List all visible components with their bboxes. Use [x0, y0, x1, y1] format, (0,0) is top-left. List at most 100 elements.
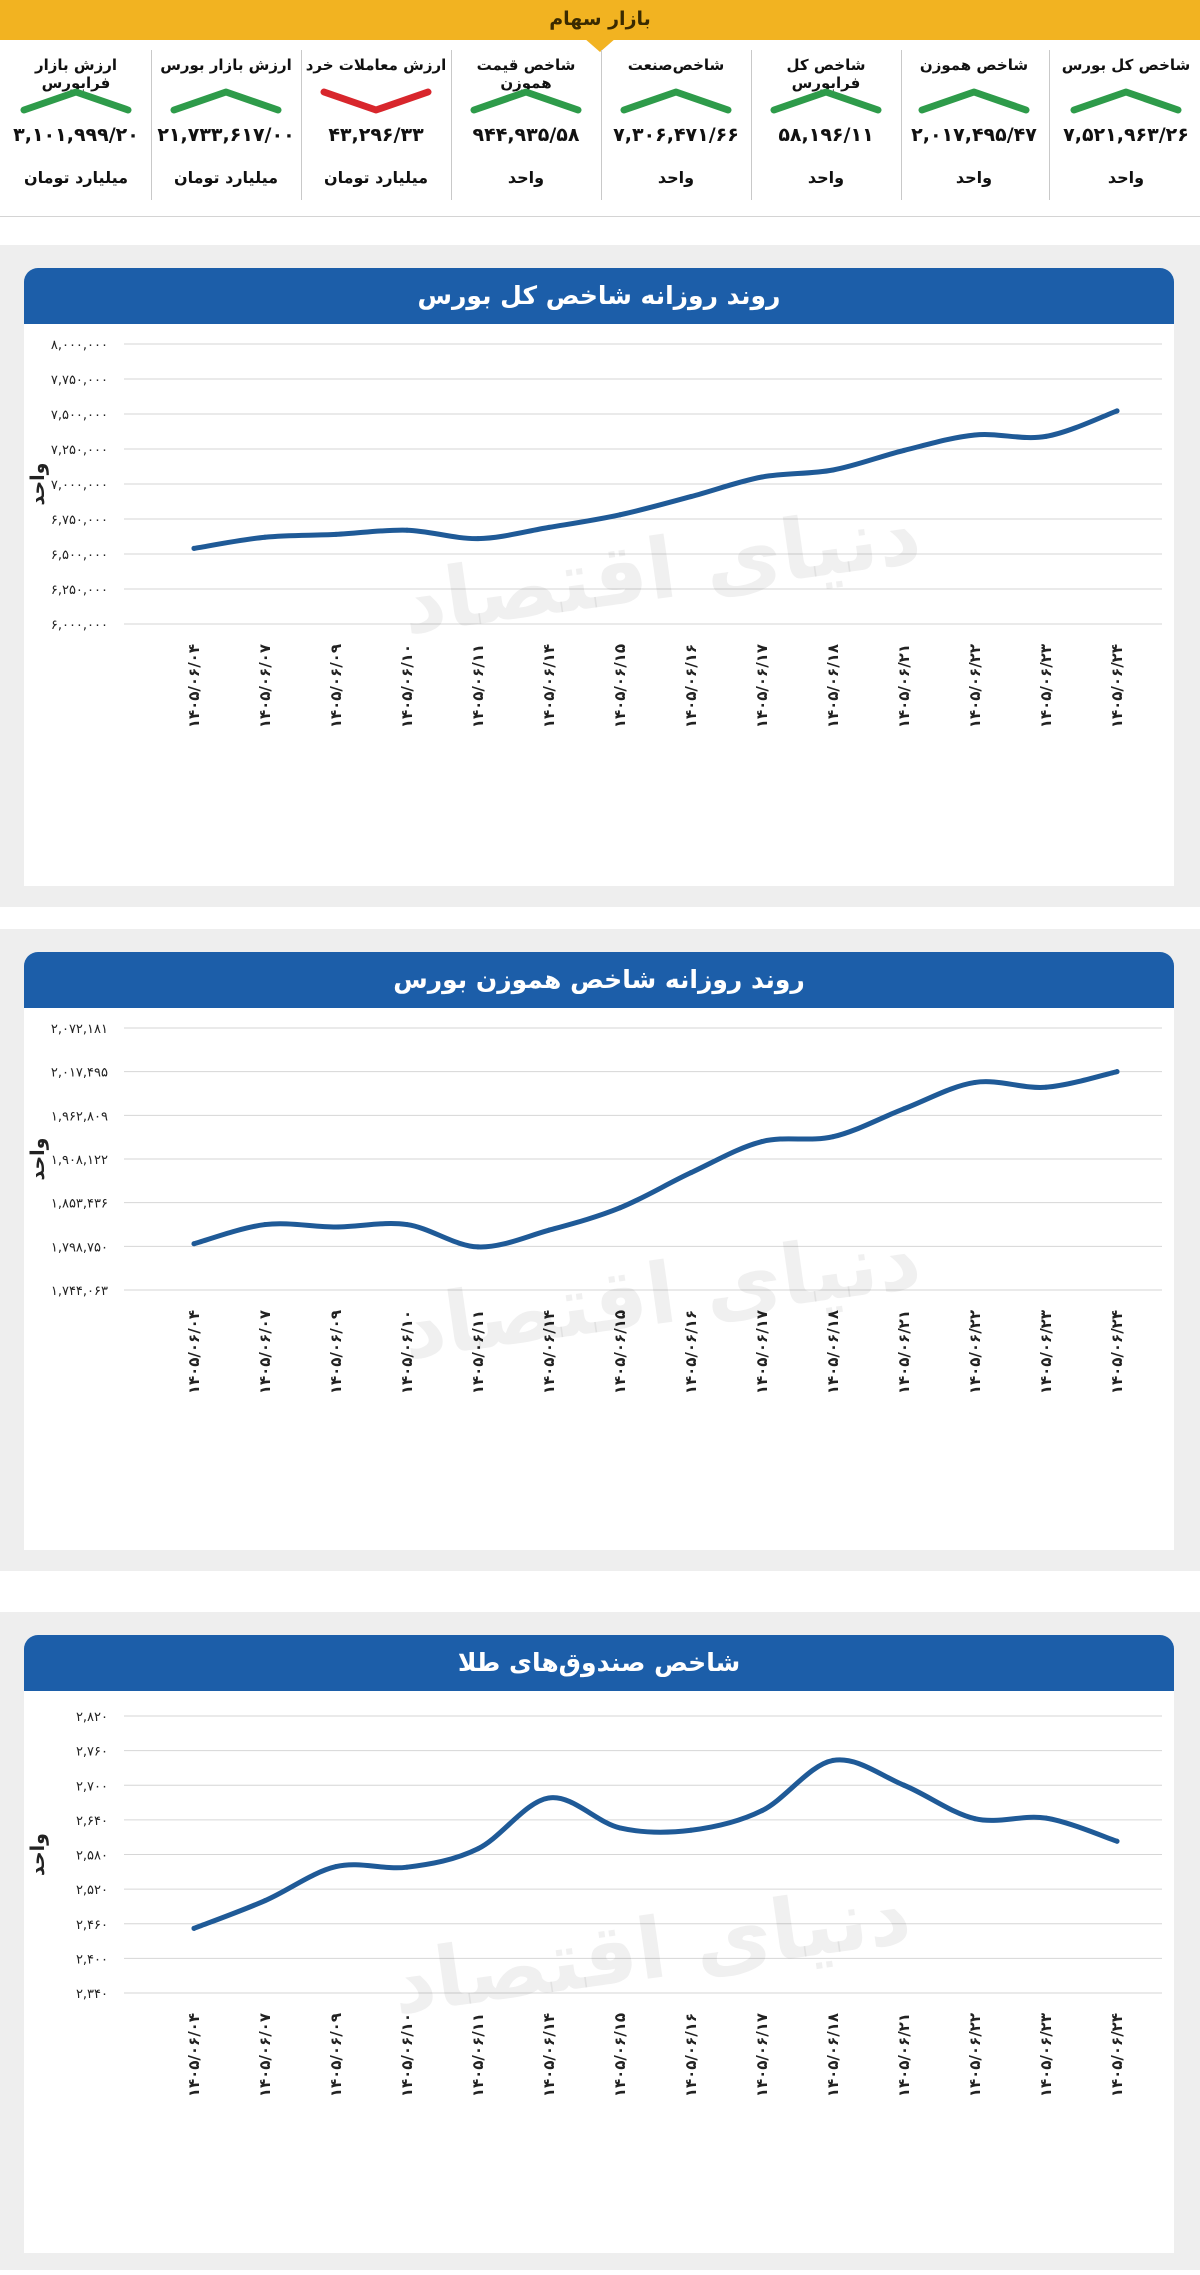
stat-label: شاخص قیمت هموزن: [476, 56, 576, 92]
data-point: [830, 1134, 836, 1140]
data-point: [688, 1170, 694, 1176]
data-point: [901, 447, 907, 453]
y-tick-label: ۱,۹۶۲,۸۰۹: [51, 1109, 108, 1124]
stat-industry-index: شاخص‌صنعت ۷,۳۰۶,۴۷۱/۶۶ واحد: [602, 44, 752, 204]
chart-header: روند روزانه شاخص هموزن بورس: [24, 952, 1174, 1008]
x-tick-label: ۱۴۰۵/۰۶/۲۴: [1108, 644, 1126, 728]
data-point: [1114, 408, 1120, 414]
x-tick-label: ۱۴۰۵/۰۶/۲۴: [1108, 1310, 1126, 1394]
y-tick-label: ۲,۰۱۷,۴۹۵: [51, 1066, 108, 1081]
data-point: [830, 467, 836, 473]
x-tick-label: ۱۴۰۵/۰۶/۱۴: [540, 644, 558, 728]
x-tick-label: ۱۴۰۵/۰۶/۱۴: [540, 2013, 558, 2097]
stat-divider: [1049, 50, 1050, 200]
x-tick-label: ۱۴۰۵/۰۶/۲۱: [895, 1310, 913, 1394]
data-point: [546, 524, 552, 530]
data-point: [404, 1222, 410, 1228]
data-point: [759, 474, 765, 480]
x-tick-label: ۱۴۰۵/۰۶/۱۵: [611, 644, 629, 728]
x-tick-label: ۱۴۰۵/۰۶/۰۴: [185, 1310, 203, 1394]
data-point: [333, 1224, 339, 1230]
stat-label: ارزش معاملات خرد: [305, 56, 447, 74]
stat-divider: [301, 50, 302, 200]
trend-up-icon: [620, 88, 732, 114]
x-tick-label: ۱۴۰۵/۰۶/۲۳: [1037, 1310, 1055, 1394]
chart-header: روند روزانه شاخص کل بورس: [24, 268, 1174, 324]
stat-equal-weight-price-index: شاخص قیمت هموزن ۹۴۴,۹۳۵/۵۸ واحد: [452, 44, 602, 204]
stat-bourse-market-value: ارزش بازار بورس ۲۱,۷۳۳,۶۱۷/۰۰ میلیارد تو…: [152, 44, 302, 204]
y-axis-label: واحد: [27, 463, 49, 506]
y-axis-label: واحد: [27, 1138, 49, 1181]
data-point: [475, 1846, 481, 1852]
x-tick-label: ۱۴۰۵/۰۶/۲۳: [1037, 644, 1055, 728]
stat-label: شاخص هموزن: [919, 56, 1029, 74]
header-notch: [584, 38, 616, 52]
x-tick-label: ۱۴۰۵/۰۶/۲۲: [966, 2013, 984, 2097]
x-tick-label: ۱۴۰۵/۰۶/۲۱: [895, 2013, 913, 2097]
x-tick-label: ۱۴۰۵/۰۶/۱۶: [682, 2013, 700, 2097]
data-point: [404, 527, 410, 533]
stats-row: شاخص کل بورس ۷,۵۲۱,۹۶۳/۲۶ واحد شاخص هموز…: [0, 44, 1200, 216]
stat-unit: میلیارد تومان: [173, 168, 279, 187]
y-tick-label: ۶,۵۰۰,۰۰۰: [51, 548, 108, 563]
x-tick-label: ۱۴۰۵/۰۶/۱۰: [398, 1310, 416, 1394]
line-chart-equal-weight-index: ۱,۷۴۴,۰۶۳ ۱,۷۹۸,۷۵۰ ۱,۸۵۳,۴۳۶ ۱,۹۰۸,۱۲۲ ۱,۹۶…: [27, 1022, 1162, 1394]
x-tick-label: ۱۴۰۵/۰۶/۲۳: [1037, 2013, 1055, 2097]
data-point: [901, 1106, 907, 1112]
y-tick-label: ۲,۷۰۰: [76, 1779, 108, 1794]
page-title: بازار سهام: [549, 8, 651, 30]
data-point: [830, 1757, 836, 1763]
data-point: [191, 1925, 197, 1931]
x-tick-label: ۱۴۰۵/۰۶/۱۴: [540, 1310, 558, 1394]
data-point: [475, 536, 481, 542]
data-point: [546, 1227, 552, 1233]
data-point: [617, 1825, 623, 1831]
chart-header: شاخص صندوق‌های طلا: [24, 1635, 1174, 1691]
y-tick-label: ۱,۷۴۴,۰۶۳: [51, 1284, 108, 1299]
series-line: [191, 408, 1120, 551]
data-point: [333, 1864, 339, 1870]
stat-value: ۳,۱۰۱,۹۹۹/۲۰: [13, 124, 139, 146]
x-tick-label: ۱۴۰۵/۰۶/۰۹: [327, 644, 345, 728]
stat-label: شاخص کل فرابورس: [786, 56, 866, 92]
stat-retail-trade-value: ارزش معاملات خرد ۴۳,۲۹۶/۳۳ میلیارد تومان: [302, 44, 452, 204]
data-point: [759, 1808, 765, 1814]
data-point: [1114, 1838, 1120, 1844]
y-tick-label: ۷,۰۰۰,۰۰۰: [51, 478, 108, 493]
trend-up-icon: [170, 88, 282, 114]
stat-unit: میلیارد تومان: [23, 168, 129, 187]
stat-label: ارزش بازار بورس: [160, 56, 292, 74]
x-tick-label: ۱۴۰۵/۰۶/۱۷: [753, 644, 771, 728]
trend-up-icon: [770, 88, 882, 114]
x-tick-label: ۱۴۰۵/۰۶/۱۸: [824, 1310, 842, 1394]
stat-unit: واحد: [807, 168, 845, 187]
trend-up-icon: [470, 88, 582, 114]
stat-divider: [151, 50, 152, 200]
x-tick-label: ۱۴۰۵/۰۶/۱۶: [682, 1310, 700, 1394]
data-point: [688, 1827, 694, 1833]
y-tick-label: ۲,۸۲۰: [76, 1710, 108, 1725]
trend-up-icon: [918, 88, 1030, 114]
data-point: [262, 1898, 268, 1904]
x-tick-label: ۱۴۰۵/۰۶/۰۷: [256, 1310, 274, 1394]
x-tick-label: ۱۴۰۵/۰۶/۰۹: [327, 2013, 345, 2097]
stat-value: ۲۱,۷۳۳,۶۱۷/۰۰: [157, 124, 295, 146]
x-tick-label: ۱۴۰۵/۰۶/۱۷: [753, 1310, 771, 1394]
trend-up-icon: [1070, 88, 1182, 114]
x-tick-label: ۱۴۰۵/۰۶/۱۵: [611, 1310, 629, 1394]
chart-plot-area: ۲,۳۴۰ ۲,۴۰۰ ۲,۴۶۰ ۲,۵۲۰ ۲,۵۸۰ ۲,۶۴۰ ۲,۷۰۰ ۲,۷۶۰…: [24, 1691, 1174, 2253]
y-tick-label: ۱,۷۹۸,۷۵۰: [51, 1240, 108, 1255]
stat-farabourse-market-value: ارزش بازار فرابورس ۳,۱۰۱,۹۹۹/۲۰ میلیارد …: [2, 44, 152, 204]
x-tick-label: ۱۴۰۵/۰۶/۲۱: [895, 644, 913, 728]
y-tick-label: ۲,۷۶۰: [76, 1745, 108, 1760]
data-point: [191, 545, 197, 551]
x-tick-label: ۱۴۰۵/۰۶/۲۲: [966, 1310, 984, 1394]
stat-unit: میلیارد تومان: [323, 168, 429, 187]
series-line: [191, 1757, 1120, 1931]
y-tick-label: ۲,۵۸۰: [76, 1849, 108, 1864]
chart-title: شاخص صندوق‌های طلا: [457, 1648, 741, 1677]
data-point: [1114, 1069, 1120, 1075]
x-tick-label: ۱۴۰۵/۰۶/۱۸: [824, 2013, 842, 2097]
stat-unit: واحد: [657, 168, 695, 187]
y-tick-label: ۲,۴۶۰: [76, 1918, 108, 1933]
